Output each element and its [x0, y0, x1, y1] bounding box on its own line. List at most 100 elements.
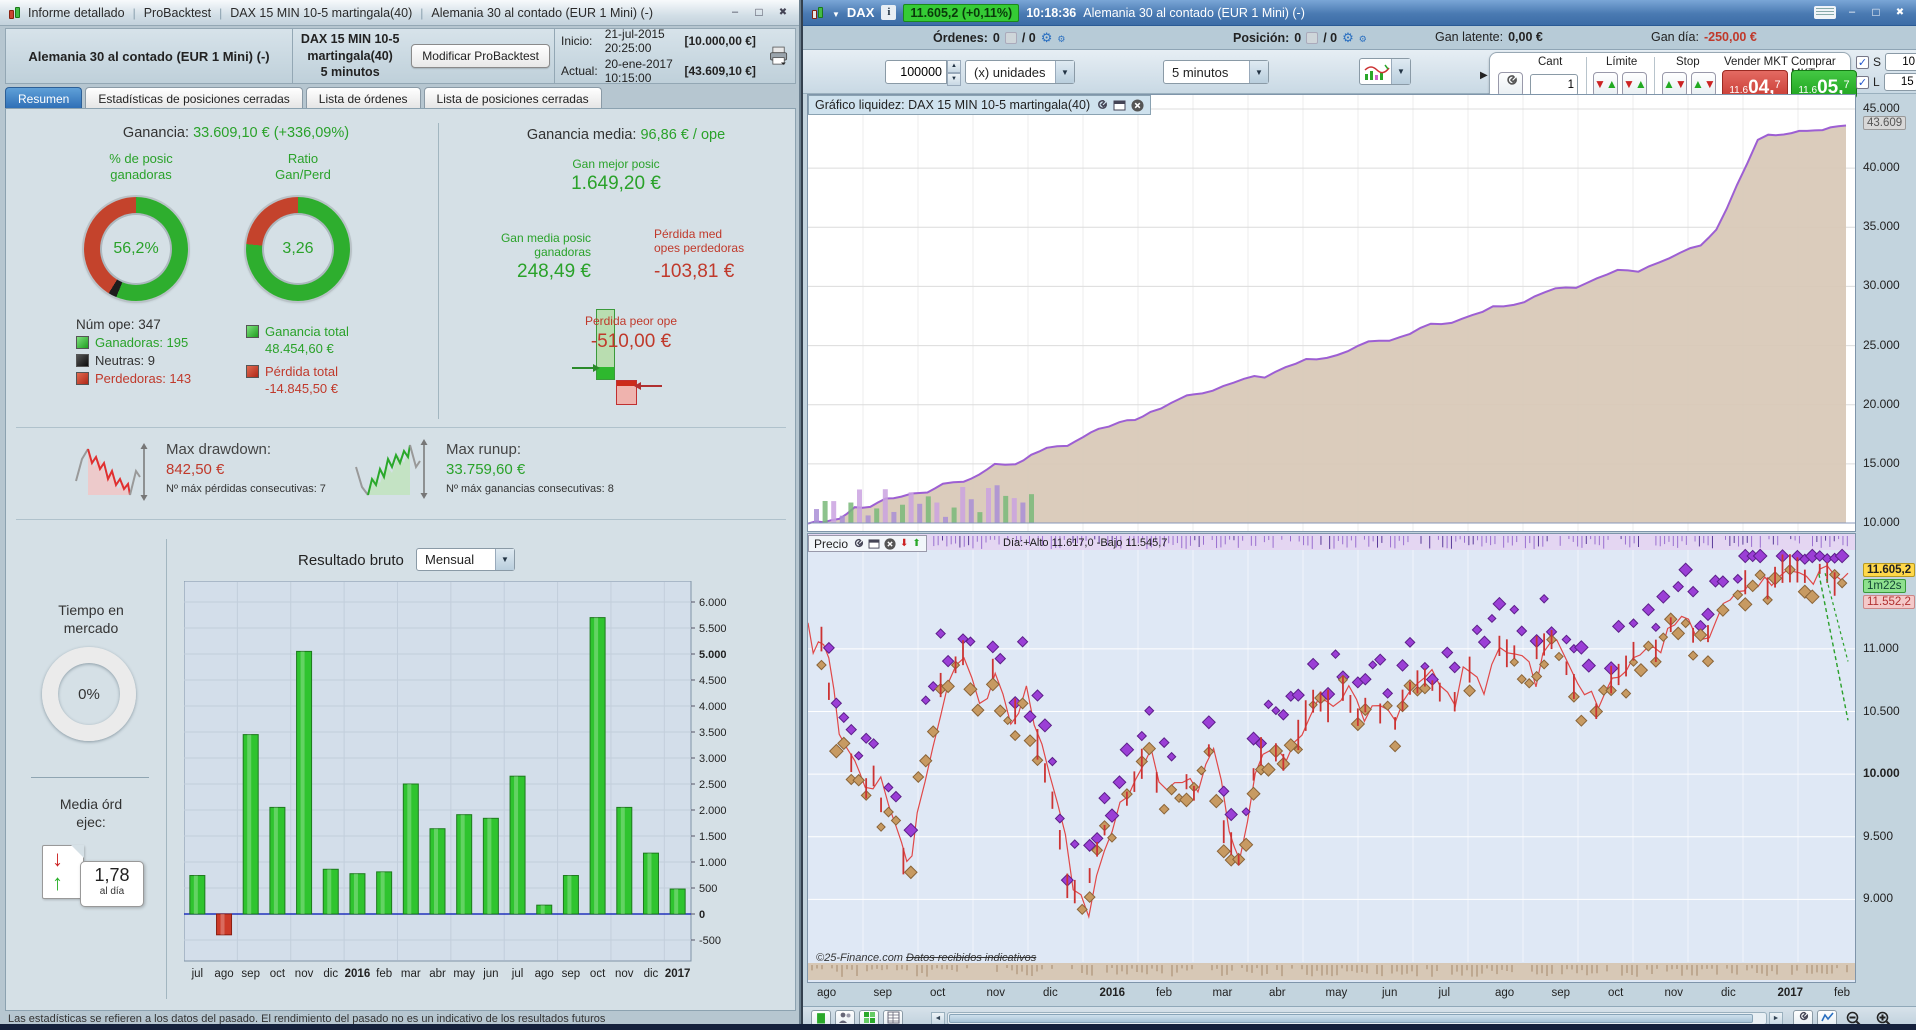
svg-text:3.500: 3.500 — [699, 727, 727, 739]
cant-input[interactable] — [1530, 74, 1578, 96]
svg-text:5.000: 5.000 — [699, 649, 727, 661]
month-label: jun — [482, 968, 498, 980]
monthly-result-chart[interactable]: 6.000 5.500 5.000 4.500 4.000 3.500 3.000 2.500… — [184, 581, 784, 991]
modify-probacktest-button[interactable]: Modificar ProBacktest — [411, 44, 550, 68]
equity-tick-label: 10.000 — [1863, 515, 1900, 529]
result-bar — [669, 888, 686, 915]
section-divider — [16, 427, 786, 428]
orders-settings-icon-small[interactable] — [1057, 31, 1065, 45]
backtest-report-window: Informe detallado ProBacktest DAX 15 MIN… — [0, 0, 801, 1030]
s-input[interactable] — [1885, 53, 1916, 71]
month-label: 2017 — [665, 968, 691, 980]
minimize-button[interactable] — [1844, 6, 1860, 20]
close-icon[interactable] — [884, 537, 896, 550]
instrument-name: Alemania 30 al contado (EUR 1 Mini) (-) — [28, 48, 270, 64]
buy-marker-icon[interactable]: ⬆ — [912, 537, 921, 549]
price-month-label: oct — [930, 987, 946, 999]
ordenes-value2: / 0 — [1021, 31, 1036, 45]
chart-type-select[interactable] — [1359, 58, 1411, 85]
result-bar — [269, 806, 286, 915]
position-info-row: Órdenes: 0 / 0 Posición: 0 / 0 Gan laten… — [803, 26, 1916, 50]
stop-order-list-icon[interactable]: ▲▼ — [1662, 72, 1687, 97]
ganancia-media-headline: Ganancia media: 96,86 € / ope — [461, 127, 791, 143]
position-settings-icon-small[interactable] — [1359, 31, 1367, 45]
chevron-down-icon — [1249, 61, 1268, 83]
disclaimer-note: Las estadísticas se refieren a los datos… — [8, 1013, 606, 1024]
maximize-button[interactable] — [1868, 6, 1884, 20]
window-icon[interactable] — [1113, 100, 1126, 111]
wrench-icon[interactable] — [1095, 99, 1108, 112]
stop-checkbox[interactable] — [1856, 55, 1869, 69]
limite-order-list-icon[interactable]: ▼▲ — [1593, 72, 1618, 97]
minimize-button[interactable] — [727, 6, 743, 20]
equity-tick-label: 20.000 — [1863, 396, 1900, 411]
price-month-label: nov — [1664, 987, 1684, 999]
svg-text:1.000: 1.000 — [699, 857, 727, 869]
price-chart-area[interactable]: Precio ⬇ ⬆ Día:+Alto 11.617,0 -Bajo 11.5… — [807, 533, 1856, 983]
info-icon[interactable] — [881, 5, 897, 20]
orders-box-icon — [1004, 32, 1017, 44]
timeframe-select[interactable]: 5 minutos — [1163, 60, 1269, 84]
result-bar — [509, 775, 526, 915]
equity-chart-area[interactable]: Gráfico liquidez: DAX 15 MIN 10-5 martin… — [807, 94, 1856, 532]
zoom-in-icon[interactable] — [1875, 1010, 1893, 1028]
orders-settings-icon[interactable] — [1041, 30, 1053, 46]
symbol-dropdown-icon[interactable] — [832, 6, 840, 20]
quantity-stepper[interactable]: ▲ ▼ — [947, 60, 961, 86]
price-month-label: feb — [1156, 987, 1172, 999]
equity-axis: 45.000 40.000 35.000 30.000 25.000 20.000 15.0… — [1859, 94, 1915, 532]
price-low-badge: 11.552,2 — [1863, 595, 1915, 610]
panel-expander-icon[interactable]: ▶ — [1480, 70, 1488, 81]
report-titlebar[interactable]: Informe detallado ProBacktest DAX 15 MIN… — [0, 0, 799, 26]
limit-checkbox[interactable] — [1856, 75, 1869, 89]
close-icon[interactable] — [1131, 98, 1144, 112]
close-button[interactable] — [1892, 6, 1908, 20]
close-button[interactable] — [775, 6, 791, 20]
mejor-posic-value: 1.649,20 € — [571, 173, 661, 194]
drawdown-note: Nº máx pérdidas consecutivas: 7 — [166, 483, 326, 495]
perdedoras-count: Perdedoras: 143 — [95, 371, 192, 386]
keyboard-icon[interactable] — [1814, 6, 1836, 19]
window-icon[interactable] — [868, 538, 880, 549]
periodo-select[interactable]: Mensual — [416, 548, 515, 571]
trading-window: DAX 11.605,2 (+0,11%) 10:18:36 Alemania … — [803, 0, 1916, 1030]
title-instrument: Alemania 30 al contado (EUR 1 Mini) (-) — [431, 5, 654, 20]
dia-value: -250,00 € — [1703, 30, 1757, 44]
svg-text:1.500: 1.500 — [699, 831, 727, 843]
runup-note: Nº máx ganancias consecutivas: 8 — [446, 483, 614, 495]
tab-resumen[interactable]: Resumen — [5, 87, 83, 109]
scrollbar-thumb[interactable] — [949, 1014, 1753, 1023]
quantity-input[interactable] — [885, 60, 947, 84]
month-label: sep — [241, 968, 260, 980]
position-box-icon — [1306, 32, 1319, 44]
grid-view-icon[interactable] — [859, 1010, 879, 1027]
report-tabs: Resumen Estadísticas de posiciones cerra… — [5, 87, 602, 109]
position-settings-icon[interactable] — [1342, 30, 1354, 46]
unit-select[interactable]: (x) unidades — [965, 60, 1075, 84]
candlestick-icon — [8, 6, 22, 20]
maximize-button[interactable] — [751, 6, 767, 20]
traders-icon[interactable] — [835, 1010, 855, 1027]
month-label: dic — [323, 968, 338, 980]
sell-marker-icon[interactable]: ⬇ — [900, 537, 909, 549]
indicator-icon[interactable] — [1817, 1010, 1837, 1027]
resultado-bruto-label: Resultado bruto — [298, 552, 404, 569]
titlebar-instrument: Alemania 30 al contado (EUR 1 Mini) (-) — [1083, 5, 1305, 20]
tab-estadisticas[interactable]: Estadísticas de posiciones cerradas — [85, 87, 303, 109]
price-month-label: mar — [1212, 987, 1233, 999]
price-month-label: feb — [1834, 987, 1850, 999]
perdida-total-label: Pérdida total — [265, 364, 338, 379]
wrench-icon[interactable] — [852, 538, 864, 550]
limite-order-new-icon[interactable]: ▼▲ — [1622, 72, 1647, 97]
result-bar — [189, 875, 206, 915]
tab-lista-posiciones[interactable]: Lista de posiciones cerradas — [423, 87, 602, 109]
winners-donut-value: 56,2% — [101, 214, 171, 284]
equity-panel-header[interactable]: Gráfico liquidez: DAX 15 MIN 10-5 martin… — [808, 95, 1152, 115]
price-panel-header[interactable]: Precio ⬇ ⬆ — [808, 535, 927, 552]
operations-legend: Núm ope: 347 Ganadoras: 195 Neutras: 9 P… — [76, 317, 191, 386]
tab-lista-ordenes[interactable]: Lista de órdenes — [305, 87, 421, 109]
equity-tick-label: 15.000 — [1863, 455, 1900, 470]
trading-titlebar[interactable]: DAX 11.605,2 (+0,11%) 10:18:36 Alemania … — [803, 0, 1916, 26]
l-input[interactable] — [1883, 73, 1916, 91]
printer-icon[interactable] — [768, 44, 789, 68]
